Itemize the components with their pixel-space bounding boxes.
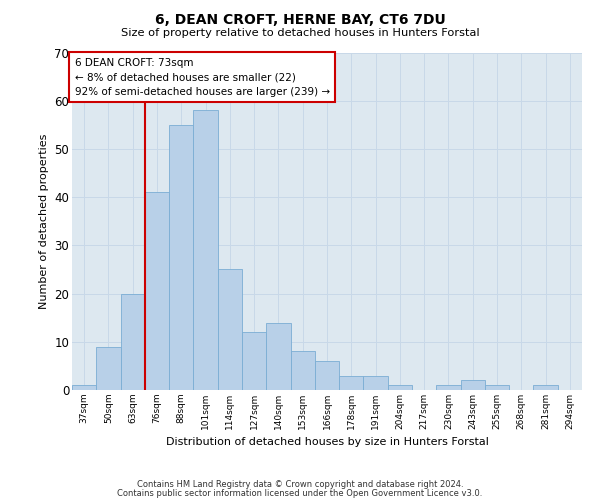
Bar (145, 192, 169, 390)
Bar (121, 294, 145, 390)
Bar (242, 332, 266, 390)
Bar (533, 385, 558, 390)
Bar (218, 270, 242, 390)
Bar (315, 361, 339, 390)
Bar (193, 110, 218, 390)
Bar (436, 385, 461, 390)
Text: Size of property relative to detached houses in Hunters Forstal: Size of property relative to detached ho… (121, 28, 479, 38)
Bar (485, 385, 509, 390)
Bar (96, 346, 121, 390)
Bar (266, 322, 290, 390)
Text: 6, DEAN CROFT, HERNE BAY, CT6 7DU: 6, DEAN CROFT, HERNE BAY, CT6 7DU (155, 12, 445, 26)
Text: 6 DEAN CROFT: 73sqm
← 8% of detached houses are smaller (22)
92% of semi-detache: 6 DEAN CROFT: 73sqm ← 8% of detached hou… (74, 58, 329, 97)
Bar (339, 376, 364, 390)
Bar (290, 352, 315, 390)
Bar (169, 125, 193, 390)
Bar (72, 385, 96, 390)
Bar (364, 376, 388, 390)
Text: Contains public sector information licensed under the Open Government Licence v3: Contains public sector information licen… (118, 488, 482, 498)
Bar (388, 385, 412, 390)
Bar (461, 380, 485, 390)
X-axis label: Distribution of detached houses by size in Hunters Forstal: Distribution of detached houses by size … (166, 438, 488, 448)
Y-axis label: Number of detached properties: Number of detached properties (39, 134, 49, 309)
Text: Contains HM Land Registry data © Crown copyright and database right 2024.: Contains HM Land Registry data © Crown c… (137, 480, 463, 489)
